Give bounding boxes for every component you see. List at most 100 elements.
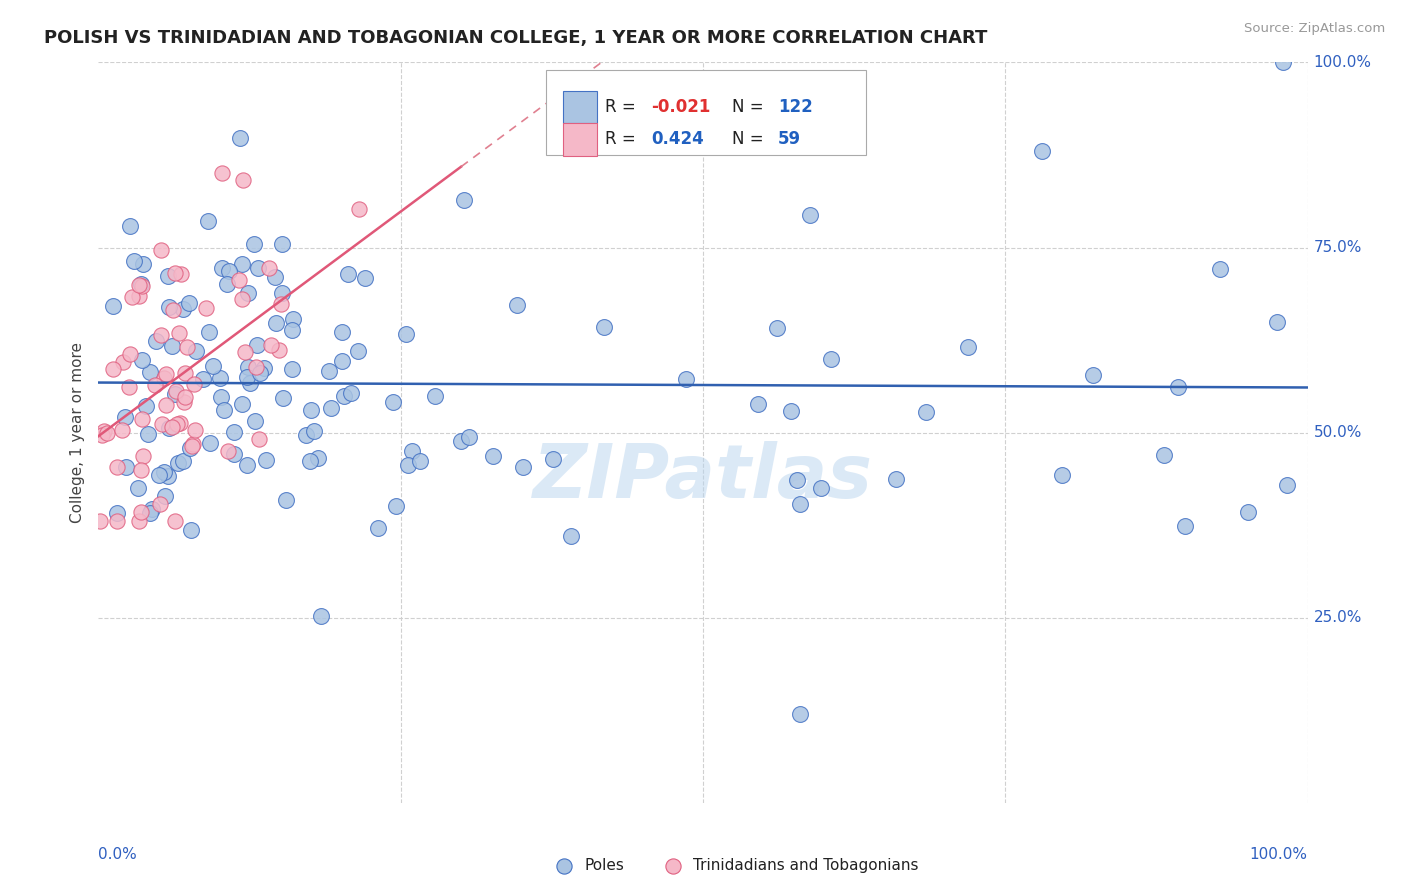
Point [236,285,259,300]
Point [675,372,697,386]
Point [176,341,198,355]
Point [131,278,153,293]
Point [211,260,233,275]
Point [401,443,423,458]
Text: N =: N = [733,98,769,116]
Point [181,439,204,453]
Text: 0.424: 0.424 [651,130,704,148]
Point [222,447,245,461]
Point [183,376,205,391]
Point [354,270,377,285]
Point [253,360,276,375]
Point [256,453,278,467]
Point [1031,145,1053,159]
Point [346,343,368,358]
Point [129,462,152,476]
Point [231,293,253,307]
Point [218,264,240,278]
Point [101,362,124,376]
Point [197,325,219,339]
Text: 122: 122 [778,98,813,116]
Point [271,237,294,252]
Point [270,296,292,310]
Point [302,424,325,438]
Text: 50.0%: 50.0% [1313,425,1362,440]
Point [1050,467,1073,482]
Point [264,269,287,284]
Text: 25.0%: 25.0% [1313,610,1362,625]
Point [820,352,842,367]
Point [957,340,980,354]
Point [101,299,124,313]
Point [789,706,811,721]
Text: 75.0%: 75.0% [1313,240,1362,255]
Point [249,432,271,446]
Point [593,320,616,334]
Point [260,338,283,352]
Point [131,277,153,291]
Point [512,460,534,475]
Point [450,434,472,449]
Point [93,424,115,438]
Point [274,492,297,507]
Point [166,456,188,470]
Point [139,506,162,520]
Point [482,449,505,463]
Point [150,243,173,257]
Point [264,316,287,330]
Point [789,497,811,511]
Point [1153,448,1175,462]
Point [214,403,236,417]
Point [229,130,252,145]
Point [111,423,134,437]
Point [131,411,153,425]
Point [128,278,150,293]
Point [118,380,141,394]
Point [236,458,259,473]
Point [172,454,194,468]
Point [179,441,201,455]
Point [239,376,262,391]
Point [180,523,202,537]
Point [395,327,418,342]
Point [145,334,167,348]
Point [246,337,269,351]
Point [163,266,186,280]
Point [340,385,363,400]
Point [299,402,322,417]
Point [145,377,167,392]
Point [149,497,172,511]
Point [1081,368,1104,382]
FancyBboxPatch shape [562,123,596,156]
Point [425,389,447,403]
Point [453,193,475,207]
Point [245,359,267,374]
Point [160,339,183,353]
Point [299,454,322,468]
Point [311,608,333,623]
Point [89,515,111,529]
Point [1275,478,1298,492]
Point [318,364,340,378]
Text: ZIPatlas: ZIPatlas [533,441,873,514]
Point [163,515,186,529]
Point [308,451,330,466]
Point [247,261,270,276]
Point [172,301,194,316]
Point [211,166,233,180]
Point [217,277,239,291]
Point [148,468,170,483]
Point [209,371,232,385]
Point [111,355,134,369]
Point [152,417,174,431]
Point [257,261,280,276]
Text: 100.0%: 100.0% [1313,55,1372,70]
Point [269,343,291,357]
Point [1236,505,1258,519]
Point [385,499,408,513]
Point [295,427,318,442]
Point [766,320,789,334]
Point [747,397,769,411]
Point [321,401,343,415]
Point [160,419,183,434]
